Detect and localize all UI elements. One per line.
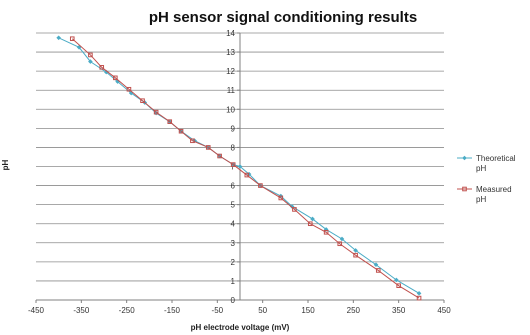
y-tick-label: 2 xyxy=(231,258,236,267)
data-point xyxy=(56,35,61,41)
data-point xyxy=(244,172,250,178)
data-point xyxy=(339,236,345,242)
data-point xyxy=(416,291,422,296)
data-point xyxy=(337,241,343,247)
y-tick-label: 3 xyxy=(231,239,236,248)
data-point xyxy=(373,262,379,268)
data-point xyxy=(258,183,263,188)
data-point xyxy=(310,216,315,222)
data-point xyxy=(88,52,93,58)
legend-swatch-marker xyxy=(462,186,467,192)
y-tick-label: 0 xyxy=(231,296,236,305)
data-point xyxy=(205,145,211,150)
x-tick-label: 350 xyxy=(392,306,406,315)
data-point xyxy=(140,98,145,104)
data-point xyxy=(353,248,358,253)
x-tick-label: -150 xyxy=(164,306,181,315)
y-tick-label: 11 xyxy=(227,86,236,95)
x-tick-label: -250 xyxy=(119,306,136,315)
data-point xyxy=(153,109,159,115)
series-group xyxy=(56,35,422,301)
y-tick-label: 8 xyxy=(231,143,236,152)
series-line xyxy=(71,38,420,299)
x-tick-label: -350 xyxy=(73,306,90,315)
data-point xyxy=(217,153,222,159)
data-point xyxy=(416,295,422,301)
data-point xyxy=(230,162,236,167)
y-tick-label: 12 xyxy=(226,67,235,76)
y-tick-label: 1 xyxy=(231,277,236,286)
x-tick-label: -50 xyxy=(212,306,224,315)
y-tick-label: 5 xyxy=(231,201,236,210)
legend-label-line1: Measured xyxy=(476,185,512,194)
legend-label-line2: pH xyxy=(476,164,486,173)
y-tick-label: 13 xyxy=(226,48,235,57)
legend-swatch-marker xyxy=(462,155,467,161)
data-point xyxy=(113,75,118,81)
data-point xyxy=(289,204,295,209)
y-tick-label: 14 xyxy=(226,29,235,38)
x-axis-title: pH electrode voltage (mV) xyxy=(191,323,290,332)
x-tick-label: 250 xyxy=(347,306,361,315)
x-tick-label: -450 xyxy=(28,306,45,315)
legend-label-line1: Theoretical xyxy=(476,154,516,163)
data-point xyxy=(167,119,173,124)
data-point xyxy=(394,277,399,283)
y-tick-label: 7 xyxy=(231,163,236,172)
data-point xyxy=(323,229,329,235)
x-tick-label: 50 xyxy=(258,306,267,315)
data-point xyxy=(128,90,134,96)
data-point xyxy=(69,36,75,42)
data-point xyxy=(126,86,132,92)
legend-label-line2: pH xyxy=(476,195,486,204)
data-point xyxy=(237,164,243,169)
data-point xyxy=(292,207,297,212)
y-axis-title: pH xyxy=(1,159,10,170)
data-point xyxy=(99,65,105,70)
data-point xyxy=(396,283,401,288)
data-point xyxy=(323,227,329,232)
data-point xyxy=(307,221,313,227)
data-point xyxy=(353,252,358,258)
y-tick-label: 6 xyxy=(231,182,236,191)
x-tick-label: 150 xyxy=(301,306,315,315)
chart-title: pH sensor signal conditioning results xyxy=(149,9,417,26)
data-point xyxy=(103,69,109,75)
y-tick-label: 4 xyxy=(231,220,236,229)
data-point xyxy=(375,268,381,273)
x-tick-label: 450 xyxy=(437,306,451,315)
series-measured xyxy=(69,36,422,301)
data-point xyxy=(190,138,195,144)
data-point xyxy=(88,59,93,64)
data-point xyxy=(278,195,284,201)
y-tick-label: 10 xyxy=(226,105,235,114)
data-point xyxy=(178,128,184,134)
y-tick-label: 9 xyxy=(231,124,236,133)
